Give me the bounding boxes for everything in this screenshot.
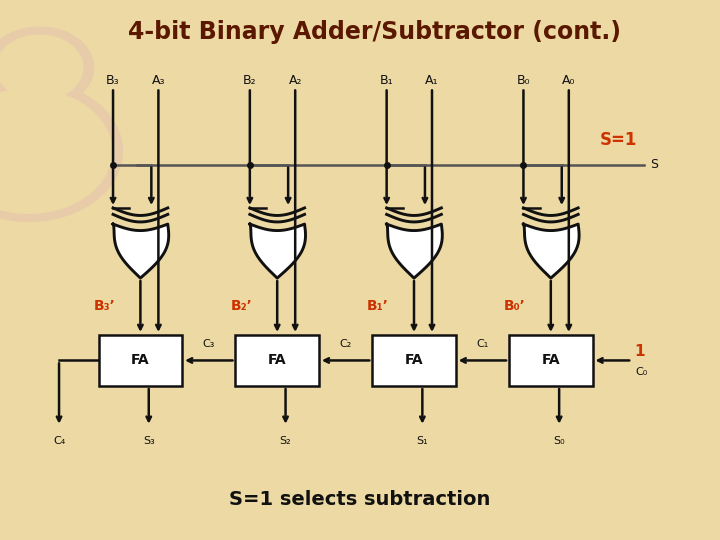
Bar xyxy=(372,335,456,386)
Text: B₂’: B₂’ xyxy=(230,300,252,313)
Text: FA: FA xyxy=(405,354,423,367)
Text: FA: FA xyxy=(268,354,287,367)
Text: B₃’: B₃’ xyxy=(94,300,115,313)
Text: 4-bit Binary Adder/Subtractor (cont.): 4-bit Binary Adder/Subtractor (cont.) xyxy=(128,21,621,44)
Text: S=1 selects subtraction: S=1 selects subtraction xyxy=(229,490,491,509)
Text: A₁: A₁ xyxy=(426,75,438,87)
Text: C₂: C₂ xyxy=(339,339,352,349)
Text: FA: FA xyxy=(131,354,150,367)
Text: A₂: A₂ xyxy=(289,75,302,87)
Circle shape xyxy=(0,35,83,100)
Circle shape xyxy=(0,81,122,221)
Text: B₀: B₀ xyxy=(517,75,530,87)
Polygon shape xyxy=(523,224,579,278)
Text: FA: FA xyxy=(541,354,560,367)
Text: A₃: A₃ xyxy=(152,75,165,87)
Circle shape xyxy=(0,27,94,108)
Text: C₀: C₀ xyxy=(636,367,648,377)
Text: B₁: B₁ xyxy=(380,75,393,87)
Bar xyxy=(99,335,182,386)
Text: S₂: S₂ xyxy=(280,436,292,447)
Text: C₁: C₁ xyxy=(476,339,489,349)
Polygon shape xyxy=(113,224,168,278)
Text: C₃: C₃ xyxy=(202,339,215,349)
Bar xyxy=(235,335,319,386)
Text: B₃: B₃ xyxy=(107,75,120,87)
Text: B₀’: B₀’ xyxy=(504,300,526,313)
Text: S: S xyxy=(650,158,658,171)
Polygon shape xyxy=(387,224,442,278)
Bar xyxy=(509,335,593,386)
Text: S=1: S=1 xyxy=(600,131,637,150)
Text: S₀: S₀ xyxy=(554,436,565,447)
Text: B₁’: B₁’ xyxy=(367,300,389,313)
Text: A₀: A₀ xyxy=(562,75,575,87)
Circle shape xyxy=(0,89,112,213)
Text: S₃: S₃ xyxy=(143,436,155,447)
Text: 1: 1 xyxy=(634,345,645,359)
Text: C₄: C₄ xyxy=(53,436,66,447)
Text: S₁: S₁ xyxy=(417,436,428,447)
Polygon shape xyxy=(250,224,305,278)
Text: B₂: B₂ xyxy=(243,75,256,87)
